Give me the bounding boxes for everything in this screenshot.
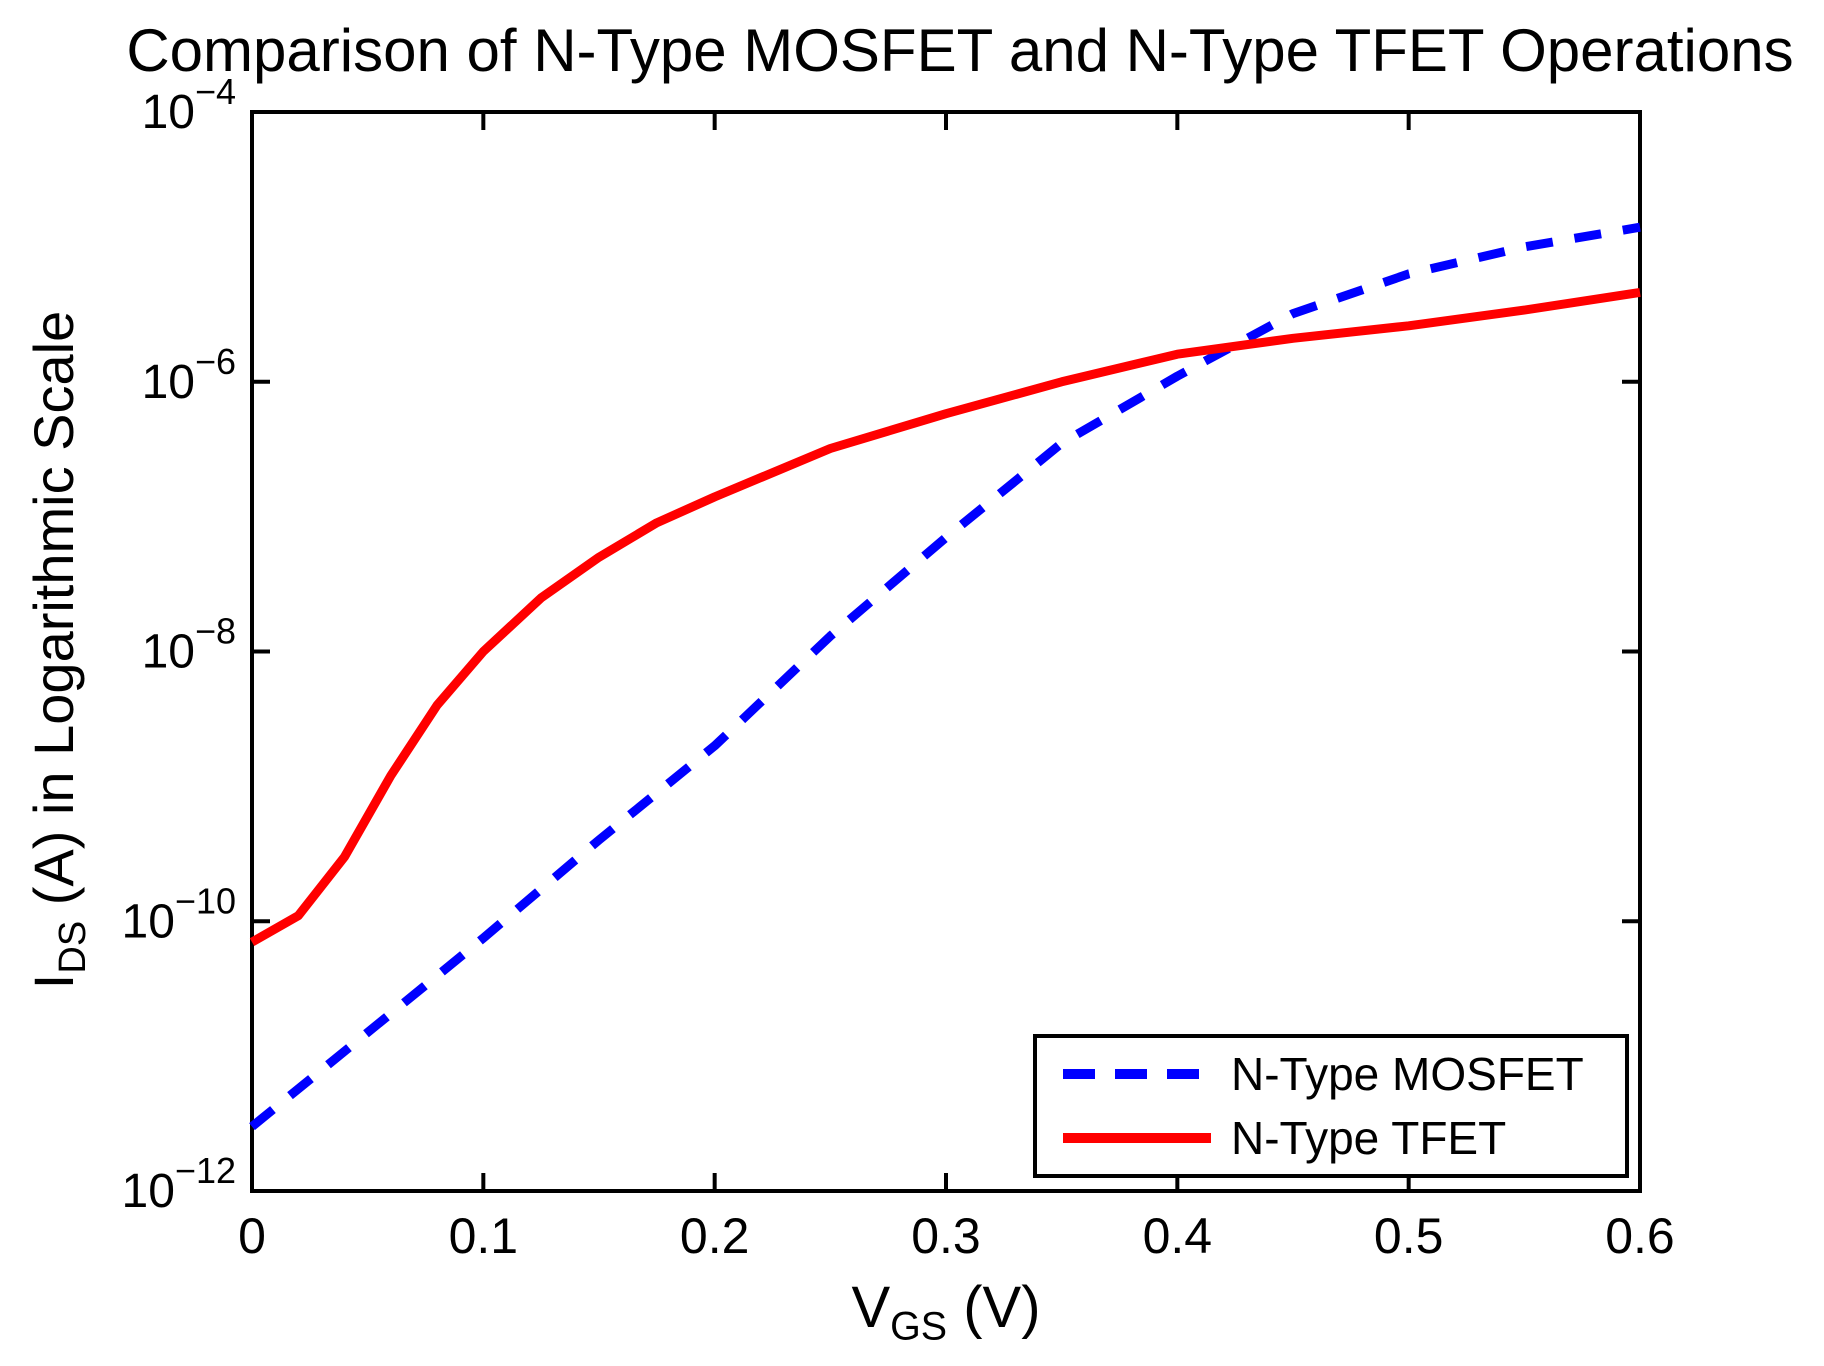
y-tick-label: 10−6 [142,341,236,409]
y-tick-label: 10−10 [122,880,236,948]
x-tick-label: 0.3 [911,1208,981,1264]
legend-entry-tfet: N-Type TFET [1061,1111,1625,1165]
axis-tick-labels: 0 0.1 0.2 0.3 0.4 0.5 0.610−410−610−810−1010−1… [122,71,1675,1264]
x-tick-label: 0.4 [1143,1208,1213,1264]
legend: N-Type MOSFET N-Type TFET [1033,1034,1629,1178]
x-tick-label: 0.5 [1374,1208,1444,1264]
x-axis-label: VGS (V) [252,1274,1640,1350]
x-axis-label-symbol: V [851,1275,891,1340]
x-axis-label-rest: (V) [947,1275,1041,1340]
y-tick-label: 10−8 [142,611,236,679]
y-tick-label: 10−12 [122,1150,236,1218]
x-tick-label: 0 [238,1208,266,1264]
legend-label-mosfet: N-Type MOSFET [1231,1048,1584,1101]
y-axis-label-rest: (A) in Logarithmic Scale [21,310,85,921]
x-axis-label-subscript: GS [890,1304,948,1349]
y-axis-label-subscript: DS [52,920,95,974]
tfet-solid-line-sample [1063,1132,1211,1143]
plot-box [250,110,1642,1193]
chart-title: Comparison of N-Type MOSFET and N-Type T… [126,17,1794,84]
x-tick-label: 0.6 [1605,1208,1675,1264]
x-tick-label: 0.2 [680,1208,750,1264]
data-series [249,222,1641,1131]
legend-label-tfet: N-Type TFET [1231,1111,1507,1164]
axis-ticks [250,110,1642,1193]
mosfet-dashed-line-sample [1063,1069,1211,1080]
y-axis-label-symbol: I [21,973,85,990]
tfet-curve [249,287,1641,947]
legend-entry-mosfet: N-Type MOSFET [1061,1047,1625,1101]
y-axis-label: IDS (A) in Logarithmic Scale [21,311,95,989]
mosfet-curve [249,222,1641,1131]
x-tick-label: 0.1 [449,1208,519,1264]
